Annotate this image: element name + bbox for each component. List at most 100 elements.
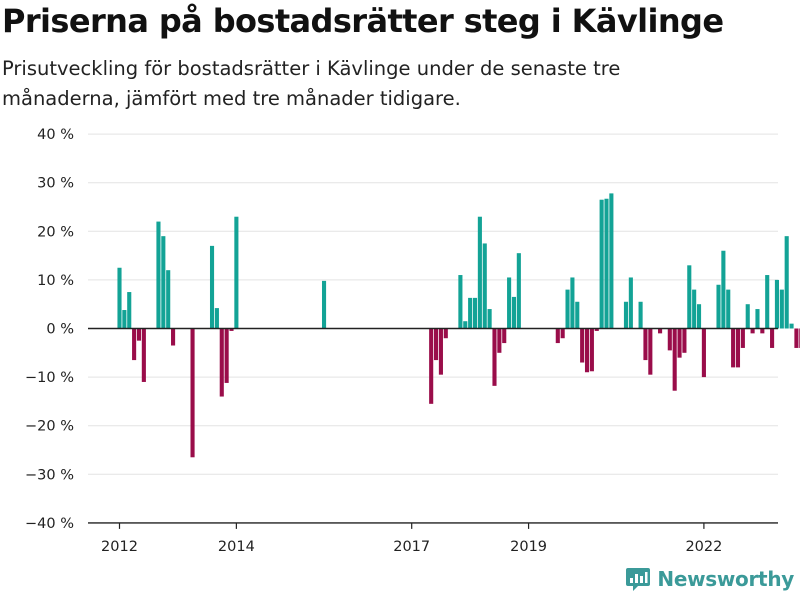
bar <box>789 323 794 329</box>
bar <box>443 328 448 339</box>
bar <box>234 216 239 329</box>
y-tick-label: −40 % <box>25 516 74 532</box>
bar <box>716 284 721 329</box>
bar <box>692 289 697 329</box>
bar <box>682 328 687 353</box>
bar <box>794 328 799 348</box>
bar <box>623 301 629 329</box>
bar <box>127 292 132 329</box>
x-tick-label: 2012 <box>101 539 138 555</box>
bar <box>156 221 161 329</box>
y-tick-label: 40 % <box>37 127 74 143</box>
y-tick-label: −30 % <box>25 467 74 483</box>
bar <box>687 265 692 329</box>
x-tick-label: 2014 <box>218 539 255 555</box>
bar <box>760 328 765 334</box>
bar <box>696 304 702 329</box>
bar <box>750 328 755 334</box>
bar <box>214 308 219 329</box>
bar <box>784 236 789 329</box>
bar <box>166 270 171 329</box>
axes <box>88 327 778 529</box>
bar <box>755 309 760 329</box>
chart-subtitle: Prisutveckling för bostadsrätter i Kävli… <box>2 57 621 110</box>
bar <box>726 289 731 329</box>
bar <box>555 328 560 344</box>
bar <box>609 193 614 329</box>
bar <box>511 296 517 329</box>
bar <box>658 328 663 334</box>
bar <box>507 277 512 329</box>
bar <box>122 310 127 329</box>
bar <box>565 289 570 329</box>
bar <box>594 328 599 331</box>
bar <box>731 328 736 368</box>
y-tick-label: 0 % <box>46 322 74 338</box>
bar <box>779 289 784 329</box>
bar <box>224 328 229 383</box>
bar <box>560 328 565 339</box>
bar <box>648 328 653 375</box>
bar <box>740 328 745 348</box>
bar <box>472 297 478 329</box>
bar <box>190 328 195 458</box>
newsworthy-logo-icon <box>626 568 651 591</box>
bar <box>765 275 770 329</box>
bar <box>219 328 224 397</box>
bar <box>438 328 443 375</box>
bar <box>667 328 672 351</box>
bar <box>487 309 492 329</box>
x-tick-label: 2019 <box>510 539 547 555</box>
bar <box>638 301 643 329</box>
bar <box>570 277 575 329</box>
bar <box>672 328 677 391</box>
x-tick-label: 2022 <box>685 539 722 555</box>
bar <box>171 328 176 346</box>
y-tick-label: −10 % <box>25 370 74 386</box>
bar <box>132 328 137 361</box>
bar <box>463 321 468 329</box>
x-tick-label: 2017 <box>393 539 430 555</box>
bar <box>477 216 482 329</box>
bar <box>643 328 648 361</box>
bar <box>117 267 122 329</box>
bar <box>482 243 487 329</box>
bar <box>516 253 521 329</box>
bar <box>209 245 215 329</box>
y-tick-label: 30 % <box>37 176 74 192</box>
y-tick-label: −20 % <box>25 419 74 435</box>
bars <box>117 193 800 458</box>
bar <box>584 328 590 373</box>
brand-logo: Newsworthy <box>625 564 794 594</box>
bar <box>774 279 779 329</box>
y-tick-label: 10 % <box>37 273 74 289</box>
bar <box>497 328 502 353</box>
y-tick-label: 20 % <box>37 224 74 240</box>
bar <box>458 275 463 329</box>
bar <box>161 236 166 329</box>
bar <box>721 250 726 329</box>
bar <box>492 328 497 386</box>
bar <box>429 328 434 404</box>
bar <box>434 328 439 361</box>
brand-name: Newsworthy <box>657 567 794 591</box>
bar <box>628 277 633 329</box>
bar <box>229 328 234 331</box>
bar <box>141 328 146 382</box>
bar <box>580 328 585 363</box>
chart-title: Priserna på bostadsrätter steg i Kävling… <box>2 2 724 40</box>
bar <box>321 280 327 329</box>
bar <box>468 297 473 329</box>
bar <box>745 304 750 329</box>
bar <box>589 328 594 372</box>
bar <box>599 199 604 329</box>
bar <box>502 328 507 344</box>
bar <box>770 328 775 348</box>
bar <box>677 328 682 358</box>
bar <box>604 198 609 329</box>
labels: −40 % −30 % −20 % −10 % 0 % 10 % 20 % 30 % 40 % 2… <box>25 127 722 555</box>
bar <box>735 328 741 368</box>
bar <box>136 328 142 341</box>
bar <box>575 301 580 329</box>
